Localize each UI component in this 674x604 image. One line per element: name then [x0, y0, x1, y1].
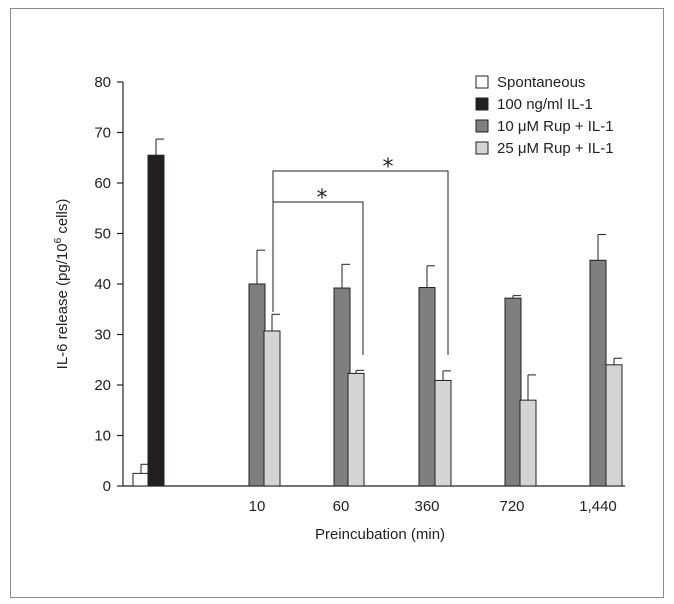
significance-label: * [317, 186, 328, 211]
y-tick-label: 60 [94, 175, 111, 192]
y-axis-title: IL-6 release (pg/106 cells) [53, 199, 71, 370]
bar [347, 372, 365, 487]
bar [248, 283, 266, 487]
y-tick-label: 0 [103, 478, 111, 495]
bar [605, 364, 623, 487]
axes: 0 10 20 30 40 50 60 70 80 10 60 360 720 1,440 [94, 74, 625, 515]
y-tick-label: 30 [94, 327, 111, 344]
legend-swatch [475, 97, 489, 111]
bar [263, 330, 281, 487]
significance-bracket [272, 170, 449, 355]
bar [504, 297, 522, 487]
bars [132, 138, 623, 487]
y-tick-label: 80 [94, 74, 111, 91]
y-tick-label: 10 [94, 428, 111, 445]
significance-brackets: ** [272, 155, 449, 355]
legend-label: 100 ng/ml IL-1 [497, 96, 593, 113]
x-axis-title: Preincubation (min) [315, 526, 445, 543]
bar [418, 287, 436, 487]
x-tick-label: 360 [414, 498, 439, 515]
x-tick-label: 1,440 [579, 498, 617, 515]
bar [589, 259, 607, 487]
y-tick-label: 20 [94, 377, 111, 394]
x-tick-label: 720 [499, 498, 524, 515]
y-tick-label: 50 [94, 226, 111, 243]
legend-label: Spontaneous [497, 74, 585, 91]
bar [434, 379, 452, 487]
bar [147, 154, 165, 487]
legend-swatch [475, 75, 489, 89]
legend-label: 25 μM Rup + IL-1 [497, 140, 614, 157]
y-axis-title-tail: cells) [54, 199, 71, 238]
y-tick-label: 70 [94, 125, 111, 142]
x-tick-label: 60 [333, 498, 350, 515]
significance-bracket [272, 201, 364, 355]
y-axis-title-main: IL-6 release (pg/10 [54, 243, 71, 369]
y-axis-title-superscript: 6 [53, 237, 64, 243]
legend-swatch [475, 141, 489, 155]
legend-label: 10 μM Rup + IL-1 [497, 118, 614, 135]
legend-swatch [475, 119, 489, 133]
bar [519, 399, 537, 487]
significance-label: * [383, 155, 394, 180]
bar [132, 472, 150, 487]
legend: Spontaneous 100 ng/ml IL-1 10 μM Rup + IL-… [475, 74, 614, 157]
x-tick-label: 10 [249, 498, 266, 515]
y-tick-label: 40 [94, 276, 111, 293]
